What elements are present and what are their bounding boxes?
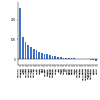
Bar: [38, 52, 40, 59]
Bar: [92, 59, 94, 60]
Bar: [71, 58, 72, 59]
Bar: [54, 56, 56, 59]
Bar: [57, 57, 59, 59]
Bar: [33, 49, 35, 59]
Bar: [36, 50, 37, 59]
Bar: [19, 8, 21, 59]
Bar: [95, 59, 97, 62]
Bar: [30, 47, 32, 59]
Bar: [90, 59, 91, 60]
Bar: [62, 57, 64, 59]
Bar: [73, 58, 75, 59]
Bar: [22, 37, 24, 59]
Bar: [76, 58, 78, 59]
Bar: [27, 45, 29, 59]
Bar: [60, 57, 62, 59]
Bar: [68, 58, 70, 59]
Bar: [65, 58, 67, 59]
Bar: [25, 42, 26, 59]
Bar: [46, 54, 48, 59]
Bar: [44, 54, 45, 59]
Bar: [52, 56, 54, 59]
Bar: [41, 53, 43, 59]
Bar: [49, 55, 51, 59]
